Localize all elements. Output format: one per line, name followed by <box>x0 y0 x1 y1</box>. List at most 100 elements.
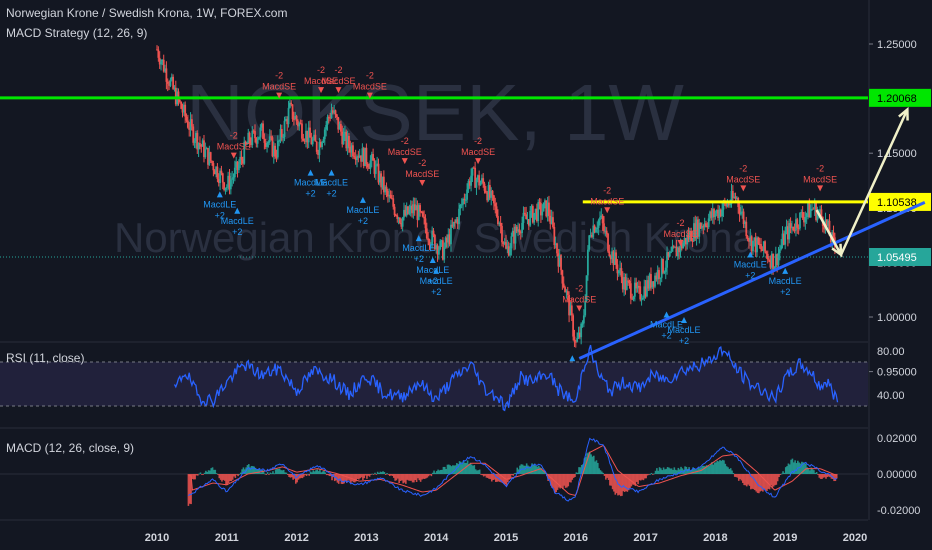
candle-body <box>411 205 413 214</box>
candle-body <box>535 208 538 222</box>
candle-body <box>612 251 615 266</box>
candle-body <box>284 119 287 121</box>
candle-body <box>584 301 587 316</box>
macd-histogram-bar <box>794 460 796 474</box>
candle-body <box>697 219 699 237</box>
candle-body <box>828 220 831 236</box>
x-tick-label: 2013 <box>354 532 378 544</box>
candle-body <box>180 101 183 109</box>
long-signal-arrow <box>680 317 687 323</box>
candle-body <box>684 237 687 245</box>
candle-body <box>733 196 736 198</box>
candle-body <box>760 244 762 250</box>
macd-histogram-bar <box>798 462 800 474</box>
macd-histogram-bar <box>227 474 230 483</box>
candle-body <box>259 127 262 137</box>
macd-histogram-bar <box>720 460 723 474</box>
macd-histogram-bar <box>194 474 196 480</box>
macd-histogram-bar <box>195 474 198 476</box>
candle-body <box>786 226 789 240</box>
macd-histogram-bar <box>750 474 752 490</box>
candle-body <box>761 249 764 251</box>
candle-body <box>632 296 635 300</box>
macd-histogram-bar <box>650 472 653 474</box>
macd-histogram-bar <box>583 458 586 474</box>
macd-histogram-bar <box>661 470 664 474</box>
candle-body <box>482 178 485 184</box>
macd-histogram-bar <box>693 468 696 474</box>
candle-body <box>780 245 783 250</box>
candle-body <box>435 245 438 250</box>
candle-body <box>494 203 497 207</box>
x-tick-label: 2014 <box>424 532 449 544</box>
candle-body <box>354 157 357 161</box>
candle-body <box>248 132 251 143</box>
macd-histogram-bar <box>363 474 366 479</box>
macd-histogram-bar <box>784 467 787 474</box>
macd-histogram-bar <box>735 474 737 478</box>
short-signal-label: MacdSE <box>663 229 697 239</box>
macd-histogram-bar <box>378 472 380 474</box>
macd-histogram-bar <box>703 465 705 474</box>
macd-histogram-bar <box>814 473 817 474</box>
macd-histogram-bar <box>311 472 313 474</box>
candle-body <box>522 212 525 223</box>
macd-histogram-bar <box>343 474 345 484</box>
macd-histogram-bar <box>372 474 375 475</box>
candle-body <box>650 274 652 288</box>
macd-histogram-bar <box>614 474 617 495</box>
short-signal-arrow <box>677 240 684 247</box>
candle-body <box>460 204 463 206</box>
macd-histogram-bar <box>371 473 374 475</box>
macd-histogram-bar <box>543 471 545 474</box>
macd-histogram-bar <box>607 474 610 480</box>
macd-histogram-bar <box>512 474 515 476</box>
macd-histogram-bar <box>480 474 482 475</box>
macd-histogram-bar <box>426 474 429 478</box>
long-signal-arrow <box>433 267 440 274</box>
macd-histogram-bar <box>823 474 826 478</box>
macd-histogram-bar <box>531 463 533 474</box>
candle-body <box>813 203 816 209</box>
macd-histogram-bar <box>625 474 627 492</box>
candle-body <box>275 156 278 158</box>
candle-body <box>382 176 385 193</box>
macd-histogram-bar <box>681 468 684 474</box>
candle-body <box>215 166 217 175</box>
candle-body <box>197 143 200 150</box>
candle-body <box>756 237 758 253</box>
macd-histogram-bar <box>611 474 614 490</box>
candle-body <box>475 179 478 188</box>
macd-histogram-bar <box>721 459 724 474</box>
long-signal-qty: +2 <box>232 227 242 237</box>
macd-histogram-bar <box>708 465 711 474</box>
candle-body <box>823 225 826 230</box>
candle-body <box>299 123 302 125</box>
candle-body <box>517 229 519 232</box>
short-signal-qty: -2 <box>739 163 747 173</box>
candle-body <box>462 198 464 205</box>
macd-histogram-bar <box>225 474 227 486</box>
candle-body <box>314 134 317 142</box>
candle-body <box>267 142 270 144</box>
macd-histogram-bar <box>346 474 348 483</box>
macd-histogram-bar <box>501 474 504 484</box>
short-signal-arrow <box>318 87 325 94</box>
candle-body <box>357 156 360 158</box>
candle-body <box>734 196 737 199</box>
candle-body <box>478 175 481 186</box>
candle-body <box>644 286 647 297</box>
macd-histogram-bar <box>572 474 575 478</box>
candle-body <box>550 217 553 224</box>
candle-body <box>487 185 490 201</box>
macd-tick-label: 0.00000 <box>877 469 917 481</box>
macd-histogram-bar <box>664 469 666 474</box>
macd-histogram-bar <box>815 472 818 474</box>
candle-body <box>388 194 391 197</box>
candle-body <box>256 139 259 144</box>
macd-histogram-bar <box>427 474 430 477</box>
macd-histogram-bar <box>599 470 602 474</box>
candle-body <box>530 206 533 211</box>
macd-histogram-bar <box>818 474 821 478</box>
